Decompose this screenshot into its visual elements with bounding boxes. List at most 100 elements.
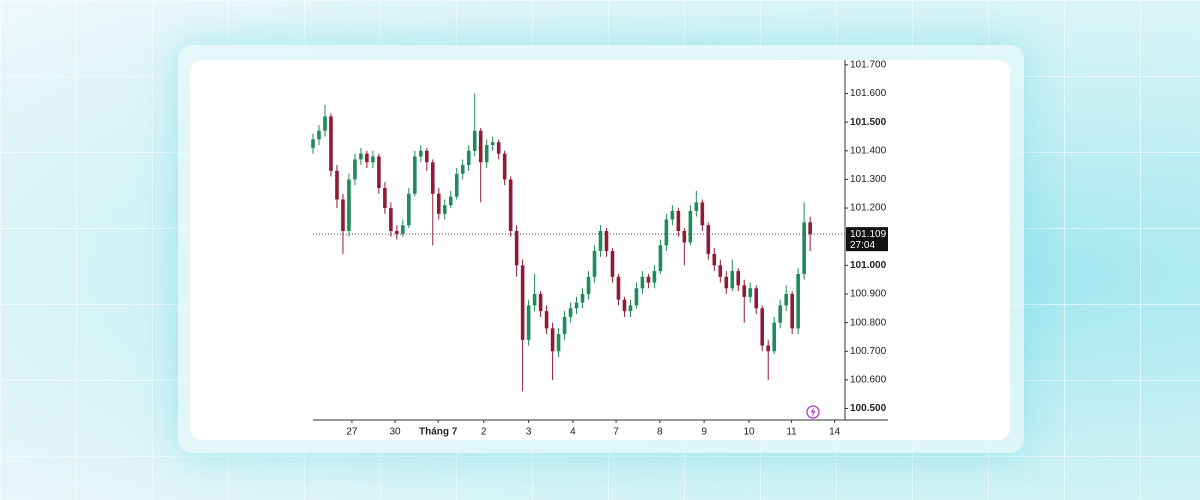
candle-body bbox=[778, 305, 782, 323]
x-tick-label: 3 bbox=[526, 427, 532, 438]
candle-body bbox=[742, 285, 747, 297]
y-tick-label: 100.800 bbox=[850, 317, 887, 328]
candle-body bbox=[760, 308, 765, 346]
candle-body bbox=[604, 230, 609, 252]
candle-body bbox=[652, 271, 657, 283]
x-tick-label: 30 bbox=[389, 427, 401, 438]
candle-body bbox=[802, 222, 806, 274]
y-tick-label: 101.400 bbox=[850, 145, 887, 156]
candle-body bbox=[538, 293, 543, 312]
candle-body bbox=[466, 150, 471, 166]
candle-body bbox=[377, 156, 381, 189]
last-price-label: 101.109 bbox=[850, 229, 887, 240]
candle-body bbox=[670, 210, 675, 220]
candle-body bbox=[640, 276, 645, 289]
candle-body bbox=[766, 345, 771, 352]
candle-body bbox=[341, 199, 345, 231]
candle-body bbox=[682, 230, 687, 243]
candle-body bbox=[484, 145, 489, 163]
countdown-label: 27:04 bbox=[850, 240, 875, 251]
candle-body bbox=[502, 153, 507, 180]
candle-body bbox=[586, 276, 591, 294]
y-tick-label: 101.500 bbox=[850, 117, 887, 128]
candle-body bbox=[796, 273, 800, 329]
x-tick-label: Tháng 7 bbox=[419, 427, 458, 438]
candle-body bbox=[688, 210, 693, 243]
candle-body bbox=[736, 271, 741, 286]
y-tick-label: 101.700 bbox=[850, 60, 887, 71]
candle-body bbox=[598, 230, 603, 252]
candle-body bbox=[574, 302, 579, 309]
candle-body bbox=[526, 305, 531, 340]
last-price-box bbox=[846, 227, 888, 252]
candle-body bbox=[730, 271, 735, 289]
candle-body bbox=[592, 251, 597, 277]
candle-body bbox=[658, 245, 663, 272]
candle-body bbox=[550, 328, 555, 352]
candle-body bbox=[514, 230, 519, 266]
candle-body bbox=[580, 293, 585, 303]
y-tick-label: 100.600 bbox=[850, 375, 887, 386]
candle-body bbox=[407, 193, 411, 226]
x-tick-label: 9 bbox=[701, 427, 707, 438]
candle-body bbox=[311, 139, 315, 148]
candle-body bbox=[371, 156, 375, 163]
y-tick-label: 101.600 bbox=[850, 88, 887, 99]
candle-body bbox=[329, 116, 333, 171]
candle-body bbox=[724, 276, 729, 289]
candle-body bbox=[700, 202, 705, 226]
candle-body bbox=[430, 162, 435, 194]
candle-body bbox=[413, 156, 417, 194]
candle-body bbox=[508, 179, 513, 231]
candle-body bbox=[436, 193, 441, 214]
lightning-icon bbox=[806, 405, 820, 419]
y-tick-label: 101.300 bbox=[850, 174, 887, 185]
candle-body bbox=[347, 179, 351, 231]
x-tick-label: 10 bbox=[743, 427, 755, 438]
candle-body bbox=[772, 322, 776, 352]
candle-body bbox=[496, 142, 501, 154]
candle-body bbox=[317, 130, 321, 140]
y-tick-label: 100.500 bbox=[850, 403, 887, 414]
candle-body bbox=[425, 150, 429, 163]
candle-body bbox=[610, 251, 615, 277]
x-tick-label: 27 bbox=[346, 427, 358, 438]
candle-body bbox=[784, 293, 788, 306]
candle-body bbox=[562, 316, 567, 335]
candle-body bbox=[664, 219, 669, 246]
candle-body bbox=[323, 116, 327, 131]
candle-body bbox=[790, 293, 794, 329]
candle-body bbox=[335, 170, 339, 200]
y-tick-label: 100.700 bbox=[850, 346, 887, 357]
candle-body bbox=[616, 276, 621, 300]
candle-body bbox=[634, 288, 639, 306]
candle-body bbox=[460, 165, 465, 174]
candle-body bbox=[454, 173, 459, 197]
candle-body bbox=[383, 188, 387, 209]
candle-body bbox=[718, 265, 723, 277]
x-tick-label: 14 bbox=[829, 427, 841, 438]
y-tick-label: 101.000 bbox=[850, 260, 887, 271]
candle-body bbox=[532, 293, 537, 306]
y-tick-label: 101.200 bbox=[850, 203, 887, 214]
candle-body bbox=[520, 265, 525, 340]
candle-body bbox=[419, 150, 423, 157]
candle-body bbox=[472, 130, 477, 151]
x-tick-label: 7 bbox=[613, 427, 619, 438]
candle-body bbox=[754, 288, 759, 309]
candle-body bbox=[359, 153, 363, 160]
candle-body bbox=[706, 225, 711, 254]
candle-body bbox=[748, 288, 753, 297]
candle-body bbox=[365, 153, 369, 163]
candle-body bbox=[622, 299, 627, 312]
candle-body bbox=[694, 202, 699, 211]
candle-body bbox=[353, 159, 357, 180]
candle-body bbox=[676, 210, 681, 231]
candle-body bbox=[442, 205, 447, 214]
y-tick-label: 100.900 bbox=[850, 289, 887, 300]
x-tick-label: 11 bbox=[786, 427, 797, 438]
candle-body bbox=[389, 208, 393, 231]
candle-body bbox=[646, 276, 651, 283]
